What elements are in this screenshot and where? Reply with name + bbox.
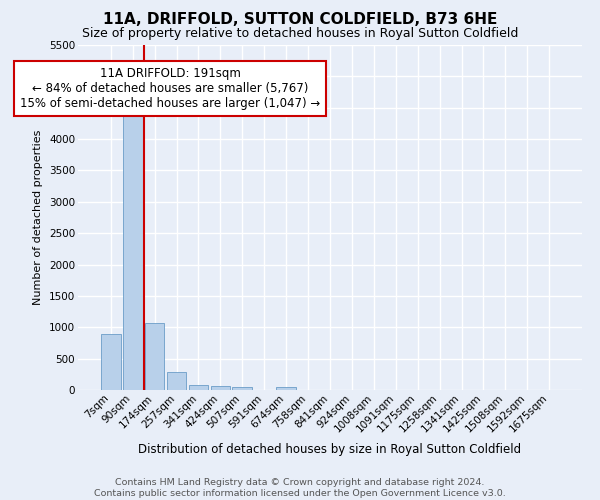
Bar (145, 323, 164, 390)
Text: 11A, DRIFFOLD, SUTTON COLDFIELD, B73 6HE: 11A, DRIFFOLD, SUTTON COLDFIELD, B73 6HE (103, 12, 497, 28)
Bar (276, 386, 296, 390)
Bar (232, 386, 252, 390)
Y-axis label: Number of detached properties: Number of detached properties (34, 130, 43, 305)
Bar (211, 386, 230, 390)
Bar (188, 385, 208, 390)
Text: 11A DRIFFOLD: 191sqm
← 84% of detached houses are smaller (5,767)
15% of semi-de: 11A DRIFFOLD: 191sqm ← 84% of detached h… (20, 67, 320, 110)
X-axis label: Distribution of detached houses by size in Royal Sutton Coldfield: Distribution of detached houses by size … (139, 442, 521, 456)
Text: Size of property relative to detached houses in Royal Sutton Coldfield: Size of property relative to detached ho… (82, 28, 518, 40)
Bar (123, 104, 143, 390)
Text: Contains HM Land Registry data © Crown copyright and database right 2024.
Contai: Contains HM Land Registry data © Crown c… (94, 478, 506, 498)
Bar (167, 372, 187, 390)
Bar (101, 334, 121, 390)
